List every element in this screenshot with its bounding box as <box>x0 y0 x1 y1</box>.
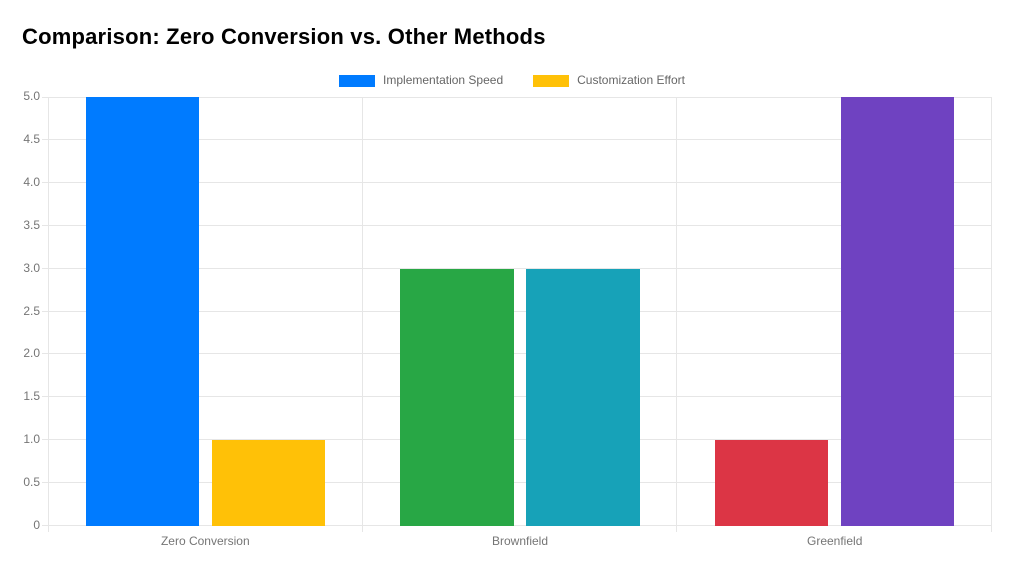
legend-item-implementation-speed[interactable]: Implementation Speed <box>339 73 503 88</box>
gridline-x-boundary-3 <box>991 97 992 532</box>
y-tick-label-1-0: 1.0 <box>23 432 40 447</box>
y-tick-label-0-5: 0.5 <box>23 475 40 490</box>
legend: Implementation Speed Customization Effor… <box>0 73 1024 88</box>
gridline-x-boundary-0 <box>48 97 49 532</box>
y-tick-label-3-5: 3.5 <box>23 217 40 232</box>
gridline-y-3-5 <box>42 225 992 226</box>
x-tick-label-greenfield: Greenfield <box>807 534 863 548</box>
gridline-y-1-5 <box>42 396 992 397</box>
legend-swatch-customization-effort <box>533 74 570 87</box>
gridline-x-boundary-2 <box>676 97 677 532</box>
x-tick-label-brownfield: Brownfield <box>491 534 549 548</box>
bar-greenfield-implementation-speed[interactable] <box>715 440 829 526</box>
gridline-y-5-0 <box>42 97 992 98</box>
bar-greenfield-customization-effort[interactable] <box>841 97 955 526</box>
legend-item-customization-effort[interactable]: Customization Effort <box>533 73 685 88</box>
y-tick-label-0: 0 <box>33 518 40 532</box>
x-tick-label-zero-conversion: Zero Conversion <box>160 534 250 548</box>
plot-area <box>42 97 992 532</box>
y-tick-label-2-5: 2.5 <box>23 303 40 318</box>
bar-brownfield-implementation-speed[interactable] <box>400 268 514 526</box>
x-axis: Zero Conversion Brownfield Greenfield <box>48 534 992 552</box>
gridline-y-2-0 <box>42 353 992 354</box>
gridline-y-0-5 <box>42 482 992 483</box>
gridline-y-2-5 <box>42 311 992 312</box>
gridline-y-4-0 <box>42 182 992 183</box>
y-tick-label-1-5: 1.5 <box>23 389 40 404</box>
gridline-y-3-0 <box>42 268 992 269</box>
y-tick-label-3-0: 3.0 <box>23 260 40 275</box>
y-tick-label-4-5: 4.5 <box>23 131 40 146</box>
bar-zero-conversion-implementation-speed[interactable] <box>85 97 200 526</box>
legend-label-customization-effort: Customization Effort <box>577 73 685 87</box>
chart-title: Comparison: Zero Conversion vs. Other Me… <box>22 24 546 49</box>
y-tick-label-4-0: 4.0 <box>23 174 40 189</box>
gridline-y-0 <box>42 525 992 526</box>
y-tick-label-5-0: 5.0 <box>23 89 40 103</box>
gridline-y-1-0 <box>42 439 992 440</box>
y-axis: 0 0.5 1.0 1.5 2.0 2.5 3.0 3.5 4.0 4.5 5.0 <box>0 0 40 586</box>
bar-brownfield-customization-effort[interactable] <box>526 268 640 526</box>
gridline-y-4-5 <box>42 139 992 140</box>
bar-zero-conversion-customization-effort[interactable] <box>211 440 325 526</box>
y-tick-label-2-0: 2.0 <box>23 346 40 361</box>
legend-label-implementation-speed: Implementation Speed <box>383 73 504 87</box>
legend-swatch-implementation-speed <box>339 74 376 87</box>
gridline-x-boundary-1 <box>362 97 363 532</box>
